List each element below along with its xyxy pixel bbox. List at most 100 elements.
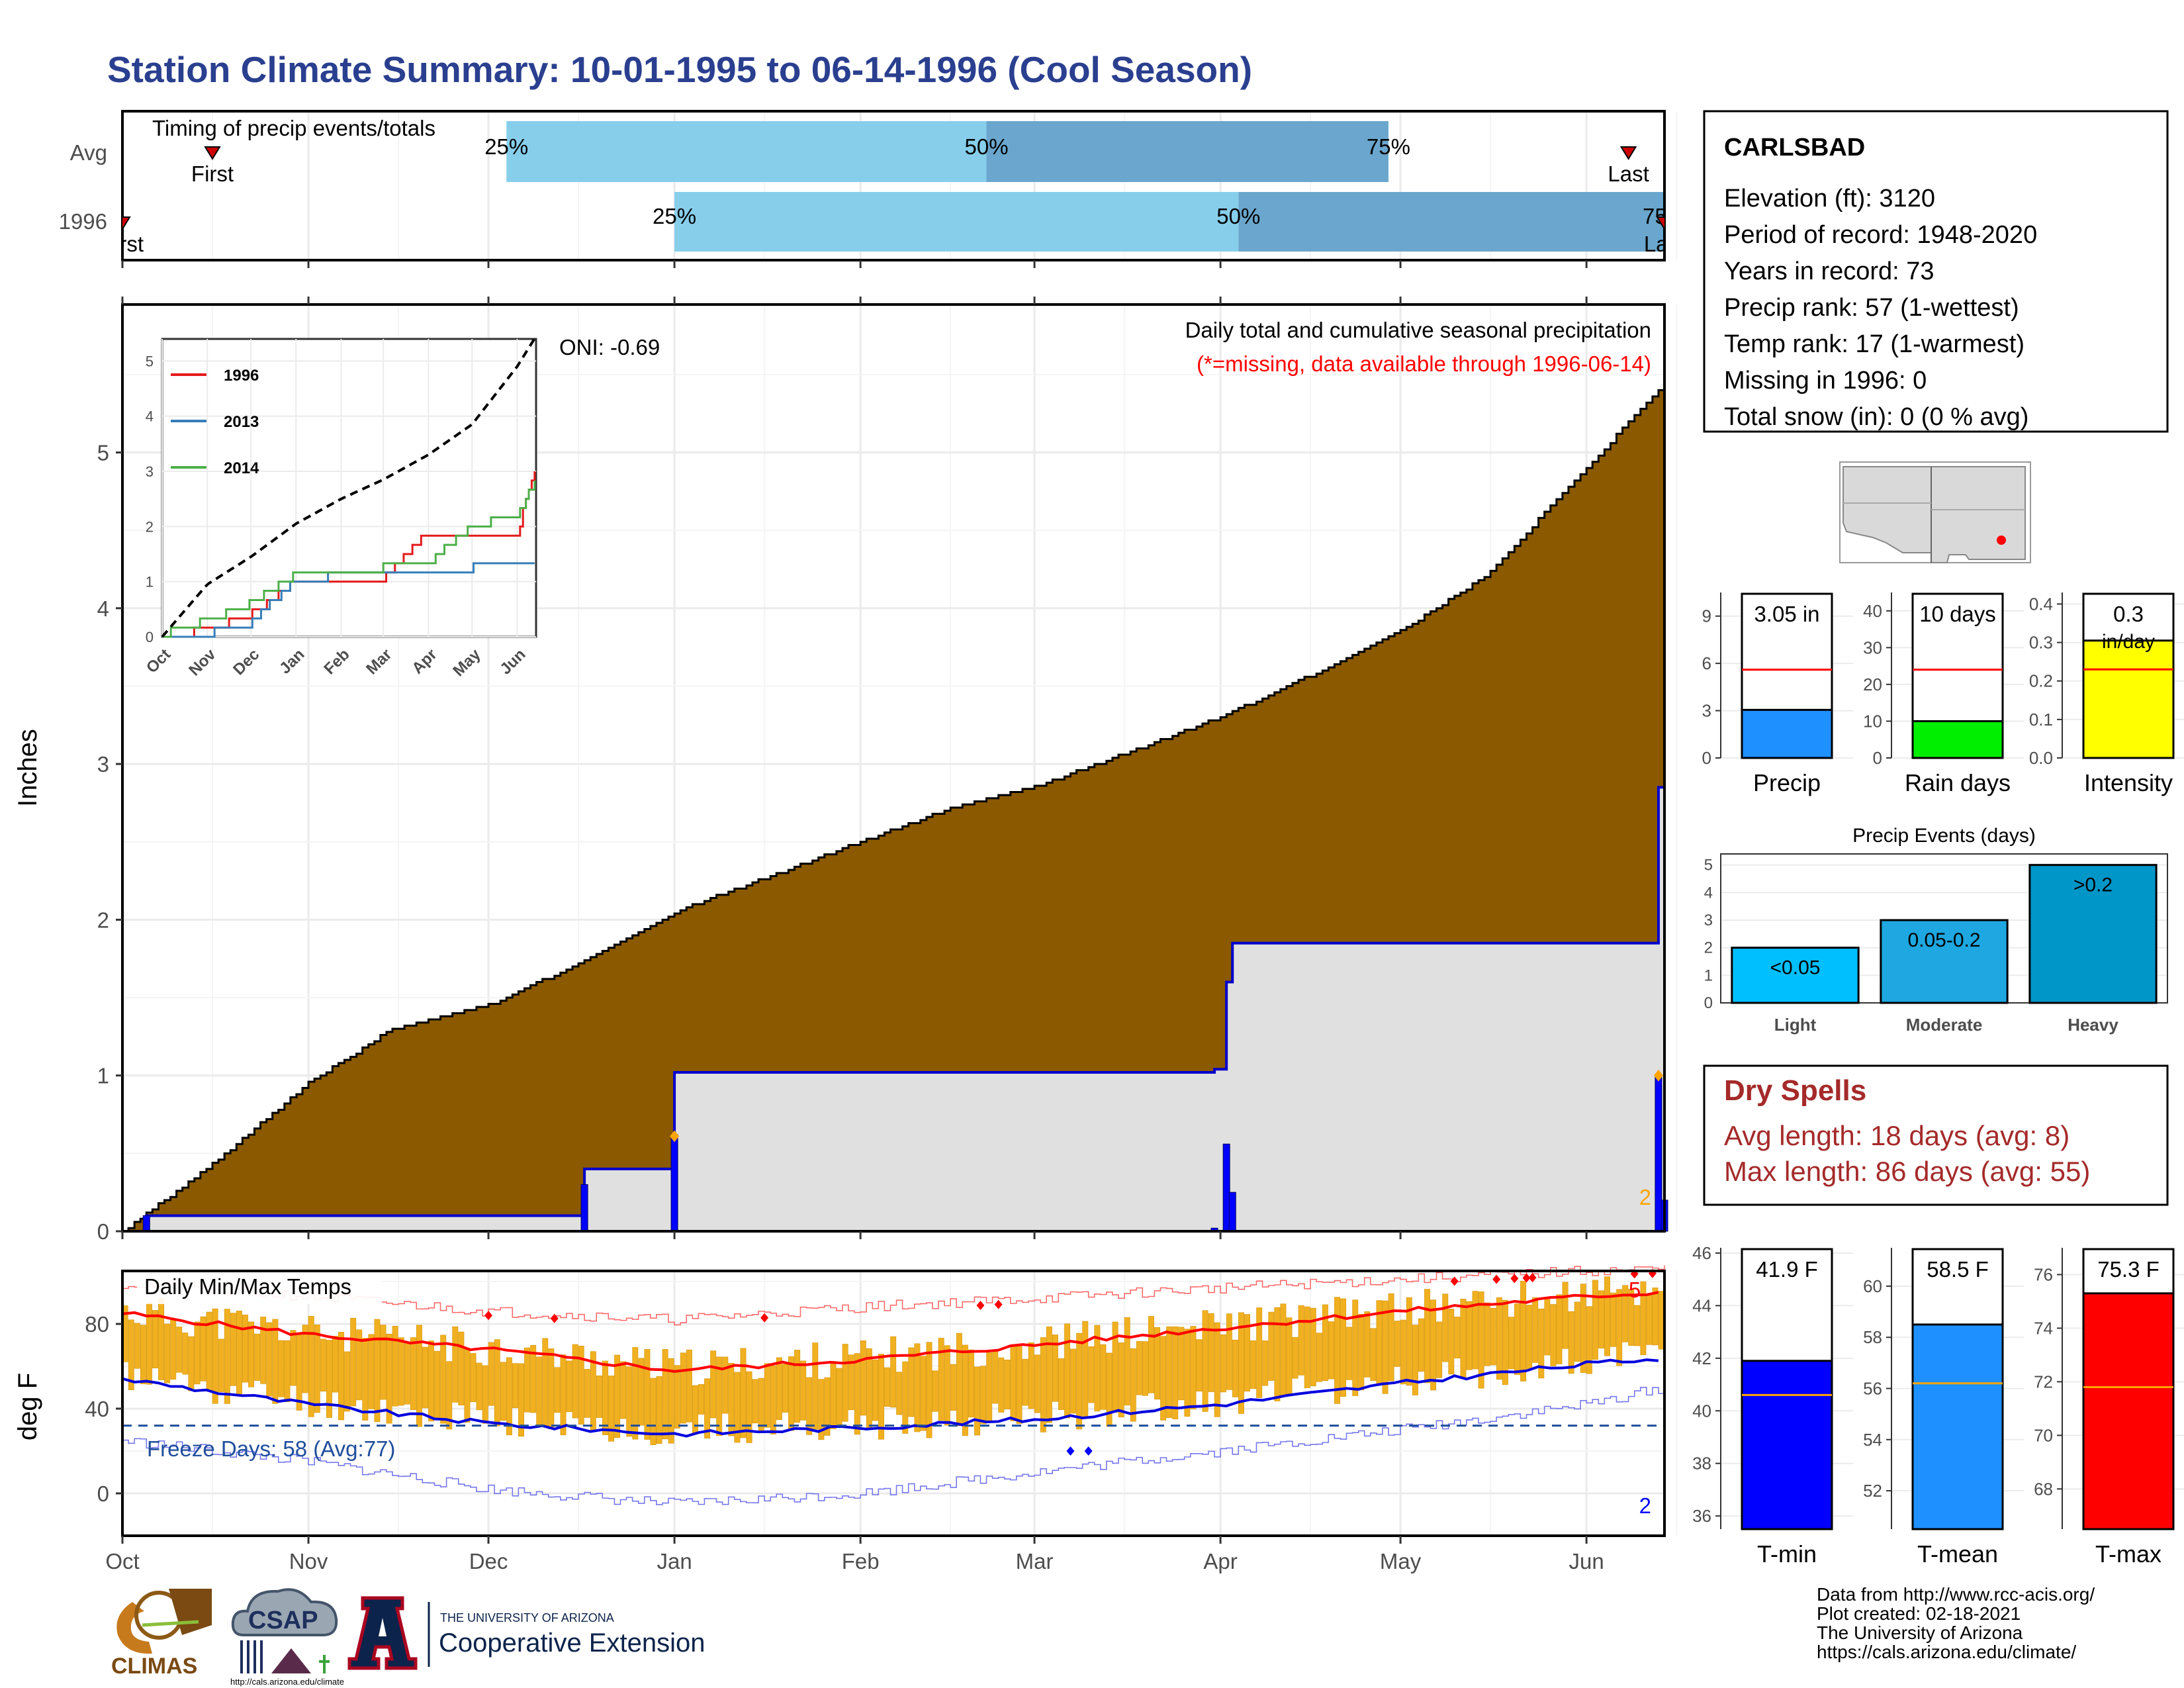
- timing-range-bar: [674, 192, 1239, 252]
- y-tick-label: 20: [1863, 675, 1882, 694]
- dry-spells-line: Avg length: 18 days (avg: 8): [1724, 1120, 2070, 1151]
- y-tick-label: 42: [1692, 1348, 1711, 1368]
- temp-panel-title: Daily Min/Max Temps: [144, 1274, 351, 1299]
- daily-temp-range-bar: [1460, 1299, 1467, 1379]
- daily-temp-range-bar: [380, 1325, 387, 1400]
- daily-temp-range-bar: [1538, 1308, 1545, 1379]
- daily-temp-range-bar: [368, 1334, 375, 1409]
- station-line: Missing in 1996: 0: [1724, 367, 1927, 395]
- daily-temp-range-bar: [260, 1317, 267, 1384]
- daily-temp-range-bar: [1148, 1316, 1154, 1393]
- daily-temp-range-bar: [626, 1366, 633, 1437]
- daily-temp-range-bar: [1046, 1326, 1052, 1423]
- daily-temp-range-bar: [614, 1354, 621, 1438]
- y-tick-label: 9: [1702, 606, 1711, 626]
- daily-temp-range-bar: [782, 1364, 788, 1413]
- timing-percent-label: 75%: [1367, 134, 1410, 159]
- csap-logo-text: CSAP: [248, 1607, 318, 1634]
- daily-temp-range-bar: [1334, 1297, 1341, 1404]
- record-high-marker: [1450, 1276, 1459, 1286]
- daily-temp-range-bar: [224, 1309, 230, 1404]
- daily-temp-range-bar: [608, 1376, 614, 1442]
- y-tick-label: 2: [1704, 939, 1713, 957]
- daily-temp-range-bar: [1268, 1311, 1275, 1381]
- y-tick-label: 2: [97, 908, 109, 932]
- daily-temp-range-bar: [458, 1331, 465, 1406]
- daily-temp-range-bar: [1238, 1312, 1244, 1414]
- daily-temp-range-bar: [668, 1358, 674, 1444]
- daily-temp-range-bar: [1286, 1317, 1293, 1396]
- daily-temp-range-bar: [326, 1340, 332, 1418]
- daily-temp-range-bar: [1544, 1297, 1551, 1356]
- daily-temp-range-bar: [1466, 1301, 1473, 1370]
- daily-temp-range-bar: [620, 1361, 627, 1419]
- daily-temp-range-bar: [182, 1333, 189, 1375]
- daily-temp-range-bar: [746, 1371, 752, 1443]
- y-tick-label: 0.4: [2029, 594, 2053, 614]
- y-tick-label: 46: [1692, 1243, 1711, 1263]
- record-high-marker: [1522, 1273, 1531, 1283]
- daily-temp-range-bar: [1412, 1325, 1418, 1395]
- record-high-marker: [1528, 1273, 1537, 1283]
- daily-temp-range-bar: [1298, 1305, 1304, 1376]
- station-line: Precip rank: 57 (1-wettest): [1724, 294, 2019, 322]
- summary-value-label: in/day: [2102, 631, 2155, 653]
- y-tick-label: 0.3: [2029, 633, 2053, 653]
- daily-temp-range-bar: [410, 1337, 416, 1410]
- record-low-count: 2: [1639, 1493, 1651, 1518]
- daily-temp-range-bar: [1280, 1303, 1287, 1396]
- daily-temp-range-bar: [530, 1344, 537, 1413]
- daily-temp-range-bar: [1592, 1280, 1598, 1360]
- daily-temp-range-bar: [848, 1354, 854, 1411]
- dry-spells-title: Dry Spells: [1724, 1074, 1866, 1107]
- daily-temp-range-bar: [272, 1319, 279, 1404]
- daily-temp-range-bar: [254, 1333, 261, 1381]
- daily-temp-range-bar: [956, 1333, 962, 1427]
- station-name: CARLSBAD: [1724, 134, 1865, 162]
- daily-temp-range-bar: [1196, 1339, 1203, 1392]
- y-tick-label: 10: [1863, 711, 1882, 731]
- daily-temp-range-bar: [950, 1364, 956, 1411]
- daily-temp-range-bar: [1220, 1334, 1226, 1393]
- event-category-label: Heavy: [2068, 1015, 2118, 1035]
- season-cumulative-precip-area: [122, 756, 1664, 1231]
- daily-temp-range-bar: [482, 1365, 488, 1424]
- y-tick-label: 5: [1704, 857, 1713, 874]
- daily-temp-range-bar: [716, 1356, 723, 1436]
- daily-temp-range-bar: [1448, 1309, 1455, 1375]
- y-tick-label: 44: [1692, 1295, 1711, 1315]
- daily-temp-range-bar: [506, 1357, 512, 1436]
- daily-temp-range-bar: [308, 1316, 314, 1417]
- daily-temp-range-bar: [560, 1354, 567, 1436]
- y-tick-label: 0.1: [2029, 710, 2053, 729]
- daily-temp-range-bar: [152, 1310, 158, 1369]
- station-line: Total snow (in): 0 (0 % avg): [1724, 403, 2028, 431]
- timing-percent-label: 50%: [964, 134, 1008, 159]
- daily-temp-range-bar: [680, 1352, 686, 1424]
- inset-y-tick-label: 4: [146, 408, 154, 425]
- timing-percent-label: 25%: [484, 134, 528, 159]
- daily-temp-range-bar: [1472, 1291, 1479, 1370]
- daily-temp-range-bar: [428, 1340, 435, 1422]
- daily-temp-range-bar: [404, 1342, 410, 1405]
- daily-temp-range-bar: [1058, 1358, 1064, 1410]
- daily-temp-range-bar: [1304, 1306, 1310, 1388]
- daily-temp-range-bar: [1502, 1299, 1508, 1385]
- daily-temp-range-bar: [1634, 1305, 1641, 1346]
- timing-range-bar: [1238, 192, 1664, 252]
- daily-temp-range-bar: [1142, 1341, 1148, 1396]
- daily-temp-range-bar: [1520, 1280, 1527, 1382]
- daily-temp-range-bar: [374, 1319, 381, 1423]
- daily-temp-range-bar: [914, 1343, 921, 1432]
- daily-temp-range-bar: [698, 1384, 704, 1415]
- summary-bar-chart: 36 38 40 42 44 46 41.9 F T-min: [1692, 1243, 1853, 1568]
- summary-value-label: 0.3: [2113, 602, 2144, 626]
- summary-bar: [2082, 1292, 2175, 1530]
- daily-temp-range-bar: [602, 1360, 608, 1435]
- daily-temp-range-bar: [1640, 1281, 1647, 1356]
- y-tick-label: 0: [97, 1481, 109, 1506]
- daily-temp-range-bar: [1514, 1303, 1520, 1375]
- daily-temp-range-bar: [1580, 1284, 1586, 1373]
